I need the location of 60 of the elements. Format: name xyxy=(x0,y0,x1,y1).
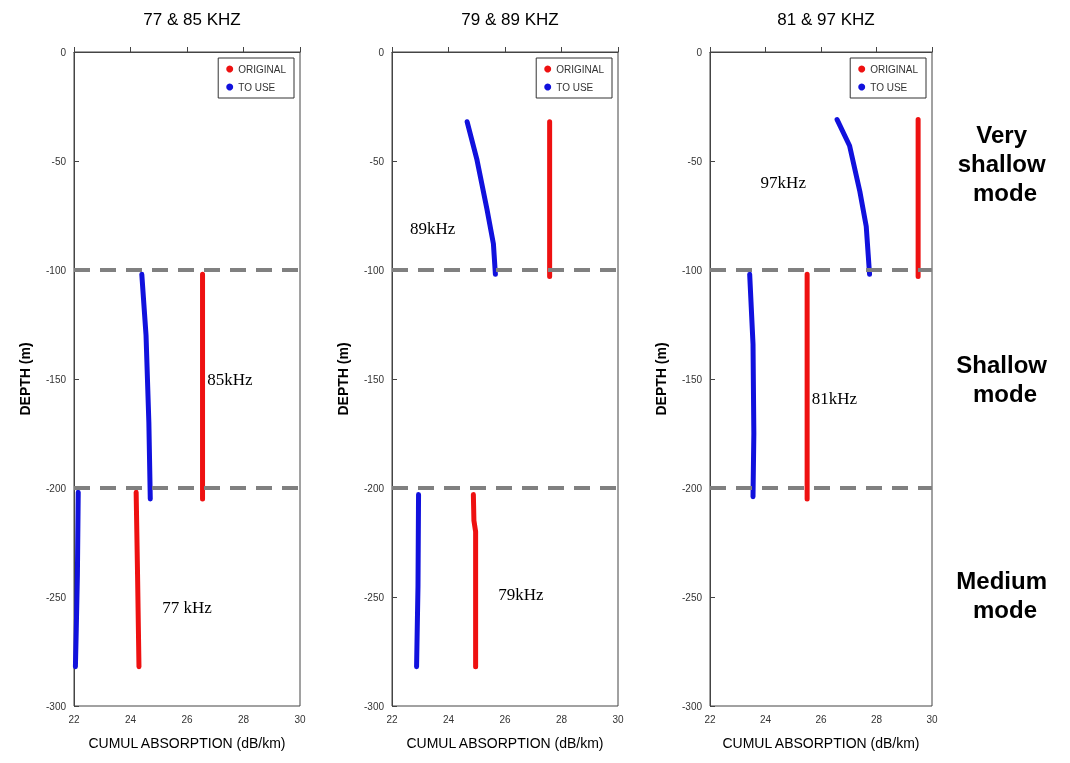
text: Medium mode xyxy=(956,566,1054,623)
legend-label: TO USE xyxy=(870,81,908,93)
y-tick-label: -200 xyxy=(45,482,67,494)
y-tick-label: -150 xyxy=(363,373,385,385)
y-tick-label: -100 xyxy=(363,264,385,276)
legend-label: ORIGINAL xyxy=(556,63,605,75)
x-tick-label: 22 xyxy=(386,713,398,725)
y-tick-label: -300 xyxy=(681,700,703,712)
y-tick-label: -50 xyxy=(369,155,385,167)
x-tick-label: 30 xyxy=(612,713,624,725)
y-tick-label: -50 xyxy=(51,155,67,167)
text: Shallow mode xyxy=(956,351,1054,407)
annotation: 81kHz xyxy=(811,389,858,409)
annotation: 77 kHz xyxy=(162,598,213,618)
y-tick-label: -250 xyxy=(363,591,385,603)
legend-label: ORIGINAL xyxy=(870,63,919,75)
x-axis-title: CUMUL ABSORPTION (dB/km) xyxy=(722,735,920,751)
y-tick-label: -200 xyxy=(363,482,385,494)
x-tick-label: 26 xyxy=(815,713,827,725)
y-tick-label: -250 xyxy=(681,591,703,603)
legend-label: TO USE xyxy=(238,81,276,93)
x-tick-label: 22 xyxy=(704,713,716,725)
y-tick-label: -100 xyxy=(681,264,703,276)
y-tick-label: -150 xyxy=(681,373,703,385)
x-tick-label: 28 xyxy=(237,713,250,725)
annotation: 89kHz xyxy=(410,219,456,239)
annotation: 79kHz xyxy=(498,585,544,605)
x-tick-label: 24 xyxy=(759,713,772,725)
y-tick-label: -200 xyxy=(681,482,703,494)
x-tick-label: 26 xyxy=(181,713,193,725)
annotation: 85kHz xyxy=(207,369,254,389)
x-tick-label: 30 xyxy=(926,713,938,725)
y-tick-label: -300 xyxy=(45,700,67,712)
y-tick-label: 0 xyxy=(60,46,67,58)
chart-title: 81 & 97 KHZ xyxy=(777,10,875,29)
x-tick-label: 24 xyxy=(442,713,455,725)
y-tick-label: 0 xyxy=(378,46,385,58)
x-tick-label: 22 xyxy=(68,713,80,725)
x-tick-label: 24 xyxy=(124,713,137,725)
y-tick-label: -100 xyxy=(45,264,67,276)
y-tick-label: 0 xyxy=(696,46,703,58)
y-axis-title: DEPTH (m) xyxy=(653,342,669,416)
chart-title: 79 & 89 KHZ xyxy=(461,10,559,29)
y-tick-label: -50 xyxy=(687,155,703,167)
annotation: 97kHz xyxy=(760,173,807,193)
text: Very shallow mode xyxy=(957,120,1053,206)
y-axis-title: DEPTH (m) xyxy=(335,342,351,416)
x-tick-label: 28 xyxy=(555,713,568,725)
x-tick-label: 30 xyxy=(294,713,306,725)
x-axis-title: CUMUL ABSORPTION (dB/km) xyxy=(88,735,286,751)
y-tick-label: -300 xyxy=(363,700,385,712)
x-tick-label: 28 xyxy=(870,713,883,725)
y-tick-label: -250 xyxy=(45,591,67,603)
x-axis-title: CUMUL ABSORPTION (dB/km) xyxy=(406,735,604,751)
y-axis-title: DEPTH (m) xyxy=(17,342,33,416)
chart-title: 77 & 85 KHZ xyxy=(143,10,241,29)
x-tick-label: 26 xyxy=(499,713,511,725)
y-tick-label: -150 xyxy=(45,373,67,385)
legend-label: TO USE xyxy=(556,81,594,93)
legend-label: ORIGINAL xyxy=(238,63,287,75)
